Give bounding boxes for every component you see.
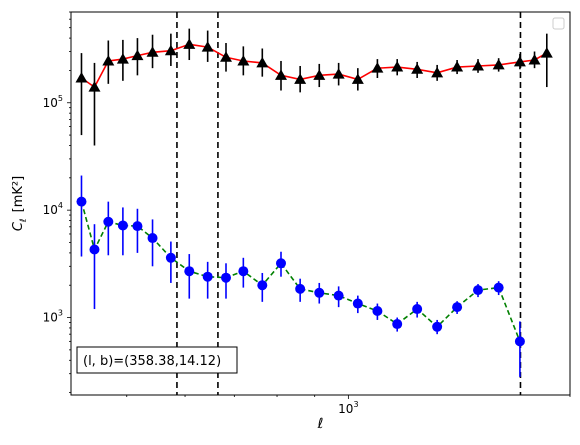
data-point bbox=[257, 280, 268, 291]
y-tick-label-base: 10 bbox=[43, 96, 58, 110]
data-point bbox=[411, 63, 424, 74]
data-point bbox=[372, 306, 383, 317]
data-point bbox=[147, 233, 158, 244]
data-point bbox=[88, 81, 101, 92]
y-axis-label-sub: ℓ bbox=[19, 218, 29, 223]
y-tick-label-exp: 3 bbox=[58, 309, 63, 318]
series-line bbox=[80, 201, 521, 342]
data-point bbox=[493, 282, 504, 293]
data-point bbox=[220, 51, 233, 62]
data-point bbox=[237, 54, 250, 66]
data-point bbox=[412, 304, 423, 315]
data-point bbox=[165, 252, 176, 263]
data-point bbox=[332, 68, 345, 79]
data-point bbox=[351, 73, 364, 84]
data-point bbox=[75, 72, 88, 83]
data-point bbox=[472, 59, 485, 71]
data-point bbox=[221, 272, 232, 283]
data-point bbox=[103, 216, 114, 227]
y-axis-label: Cℓ [mK²] bbox=[11, 176, 29, 231]
data-point bbox=[295, 283, 306, 294]
data-point bbox=[164, 44, 177, 56]
data-point bbox=[313, 69, 326, 80]
data-point bbox=[392, 319, 403, 330]
data-point bbox=[102, 54, 115, 66]
data-point bbox=[275, 258, 286, 269]
data-point bbox=[314, 287, 325, 298]
data-point bbox=[352, 298, 363, 309]
data-point bbox=[371, 62, 384, 73]
data-point bbox=[202, 271, 213, 282]
data-point bbox=[183, 38, 196, 49]
data-point bbox=[452, 302, 463, 313]
data-point bbox=[492, 58, 505, 70]
y-tick-label-0: 103 bbox=[43, 309, 63, 325]
y-tick-label-2: 105 bbox=[43, 94, 63, 110]
data-point bbox=[333, 290, 344, 301]
data-point bbox=[146, 46, 159, 57]
data-point bbox=[431, 66, 444, 78]
data-point bbox=[256, 56, 269, 68]
vertical-lines bbox=[176, 12, 522, 395]
data-point bbox=[513, 55, 526, 67]
series-layer bbox=[75, 28, 553, 377]
y-tick-label-1: 104 bbox=[43, 201, 63, 217]
data-point bbox=[514, 336, 525, 347]
y-tick-label-exp: 4 bbox=[58, 201, 63, 210]
data-point bbox=[540, 47, 553, 58]
y-tick-label-base: 10 bbox=[43, 311, 58, 325]
data-point bbox=[432, 321, 443, 332]
data-point bbox=[391, 61, 404, 72]
data-point bbox=[184, 266, 195, 277]
data-point bbox=[117, 220, 128, 231]
data-point bbox=[294, 73, 307, 84]
y-tick-label-base: 10 bbox=[43, 203, 58, 217]
series-0 bbox=[75, 28, 553, 146]
plot-frame bbox=[70, 11, 571, 396]
data-point bbox=[528, 54, 541, 65]
y-tick-label-exp: 5 bbox=[58, 94, 63, 103]
legend-box bbox=[552, 17, 565, 30]
x-tick-label-exp: 3 bbox=[353, 400, 358, 409]
y-axis-label-unit: [mK²] bbox=[11, 176, 26, 213]
data-point bbox=[473, 285, 484, 296]
x-tick-label-0: 103 bbox=[338, 400, 358, 416]
x-axis-label: ℓ bbox=[317, 416, 324, 432]
data-point bbox=[116, 53, 129, 64]
data-point bbox=[274, 69, 287, 80]
data-point bbox=[238, 266, 249, 277]
data-point bbox=[132, 221, 143, 232]
annotation-box bbox=[76, 346, 238, 374]
data-point bbox=[89, 244, 100, 255]
annotation-text: (l, b)=(358.38,14.12) bbox=[83, 354, 221, 369]
data-point bbox=[76, 196, 87, 207]
data-point bbox=[451, 61, 464, 72]
data-point bbox=[131, 49, 144, 61]
series-1 bbox=[76, 175, 525, 377]
x-tick-label-base: 10 bbox=[338, 402, 353, 416]
data-point bbox=[201, 41, 214, 52]
y-axis-label-main: C bbox=[11, 221, 26, 231]
